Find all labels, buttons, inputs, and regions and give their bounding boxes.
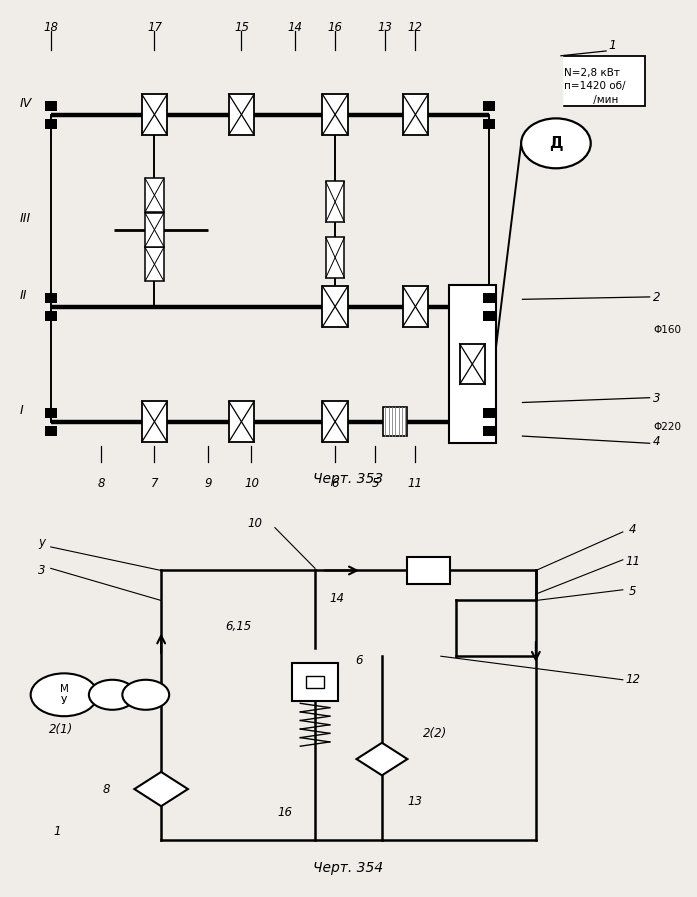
Text: I: I	[20, 404, 23, 417]
Circle shape	[123, 680, 169, 710]
Bar	[323, 94, 348, 135]
Bar	[383, 407, 407, 436]
Bar	[403, 286, 428, 327]
Text: 7: 7	[151, 477, 158, 490]
Bar	[45, 119, 56, 129]
Text: 14: 14	[329, 592, 344, 605]
Text: Д: Д	[549, 135, 562, 151]
Text: 14: 14	[287, 21, 302, 34]
Text: 8: 8	[97, 477, 105, 490]
Bar	[229, 94, 254, 135]
Bar	[229, 401, 254, 442]
Text: N=2,8 кВт: N=2,8 кВт	[565, 67, 620, 77]
Text: 11: 11	[408, 477, 423, 490]
Text: 15: 15	[234, 21, 249, 34]
Bar	[141, 94, 167, 135]
Text: II: II	[20, 289, 26, 301]
Text: 2(1): 2(1)	[49, 723, 73, 736]
Text: 3: 3	[38, 564, 46, 577]
Text: 6: 6	[331, 477, 339, 490]
Bar	[145, 248, 164, 281]
Polygon shape	[357, 743, 407, 775]
Text: 13: 13	[378, 21, 393, 34]
Bar	[45, 426, 56, 436]
Text: 4: 4	[629, 523, 636, 536]
Text: 8: 8	[102, 782, 110, 796]
Bar	[306, 676, 324, 688]
Text: 1: 1	[608, 39, 617, 51]
Polygon shape	[135, 772, 188, 806]
Bar	[561, 56, 645, 106]
Bar	[323, 401, 348, 442]
Text: 16: 16	[328, 21, 343, 34]
Text: 10: 10	[244, 477, 259, 490]
Bar	[45, 311, 56, 321]
Text: 16: 16	[277, 806, 293, 819]
Bar	[483, 100, 495, 110]
Text: 12: 12	[408, 21, 423, 34]
Text: Φ220: Φ220	[653, 422, 681, 431]
Text: IV: IV	[20, 97, 31, 109]
Text: Черт. 354: Черт. 354	[314, 861, 383, 875]
Bar	[45, 292, 56, 302]
Bar	[323, 286, 348, 327]
Bar	[45, 408, 56, 418]
Circle shape	[31, 674, 98, 716]
Text: 10: 10	[247, 517, 262, 530]
Text: 9: 9	[204, 477, 212, 490]
Text: 12: 12	[625, 674, 641, 686]
Bar	[145, 179, 164, 212]
Text: 2: 2	[653, 292, 661, 304]
Text: 4: 4	[653, 435, 661, 448]
Text: III: III	[20, 212, 31, 225]
Text: 5: 5	[372, 477, 379, 490]
Bar	[483, 426, 495, 436]
Bar	[45, 100, 56, 110]
Text: 3: 3	[653, 392, 661, 405]
Text: 6: 6	[355, 654, 362, 667]
Bar	[403, 94, 428, 135]
Bar	[483, 311, 495, 321]
Bar	[141, 401, 167, 442]
Text: 11: 11	[625, 555, 641, 569]
Text: 6,15: 6,15	[225, 620, 251, 632]
Text: 18: 18	[43, 21, 59, 34]
Bar	[325, 181, 344, 222]
Text: п=1420 об/: п=1420 об/	[565, 81, 626, 91]
Text: 13: 13	[408, 796, 423, 808]
Text: 1: 1	[54, 825, 61, 839]
Text: М: М	[60, 684, 68, 693]
Text: /мин: /мин	[565, 95, 619, 105]
Bar	[325, 237, 344, 278]
Bar	[483, 292, 495, 302]
Bar	[145, 213, 164, 247]
Text: 2(2): 2(2)	[423, 727, 447, 740]
Circle shape	[89, 680, 136, 710]
Bar	[291, 663, 339, 701]
Text: У: У	[61, 696, 68, 706]
Bar	[407, 557, 450, 584]
Text: 17: 17	[147, 21, 162, 34]
Text: у: у	[38, 536, 45, 549]
Bar	[459, 344, 485, 385]
Text: 5: 5	[629, 586, 636, 598]
Circle shape	[521, 118, 591, 169]
Text: Φ160: Φ160	[653, 325, 681, 335]
Bar	[449, 285, 496, 443]
Bar	[483, 408, 495, 418]
Text: Черт. 353: Черт. 353	[314, 473, 383, 486]
Bar	[483, 119, 495, 129]
